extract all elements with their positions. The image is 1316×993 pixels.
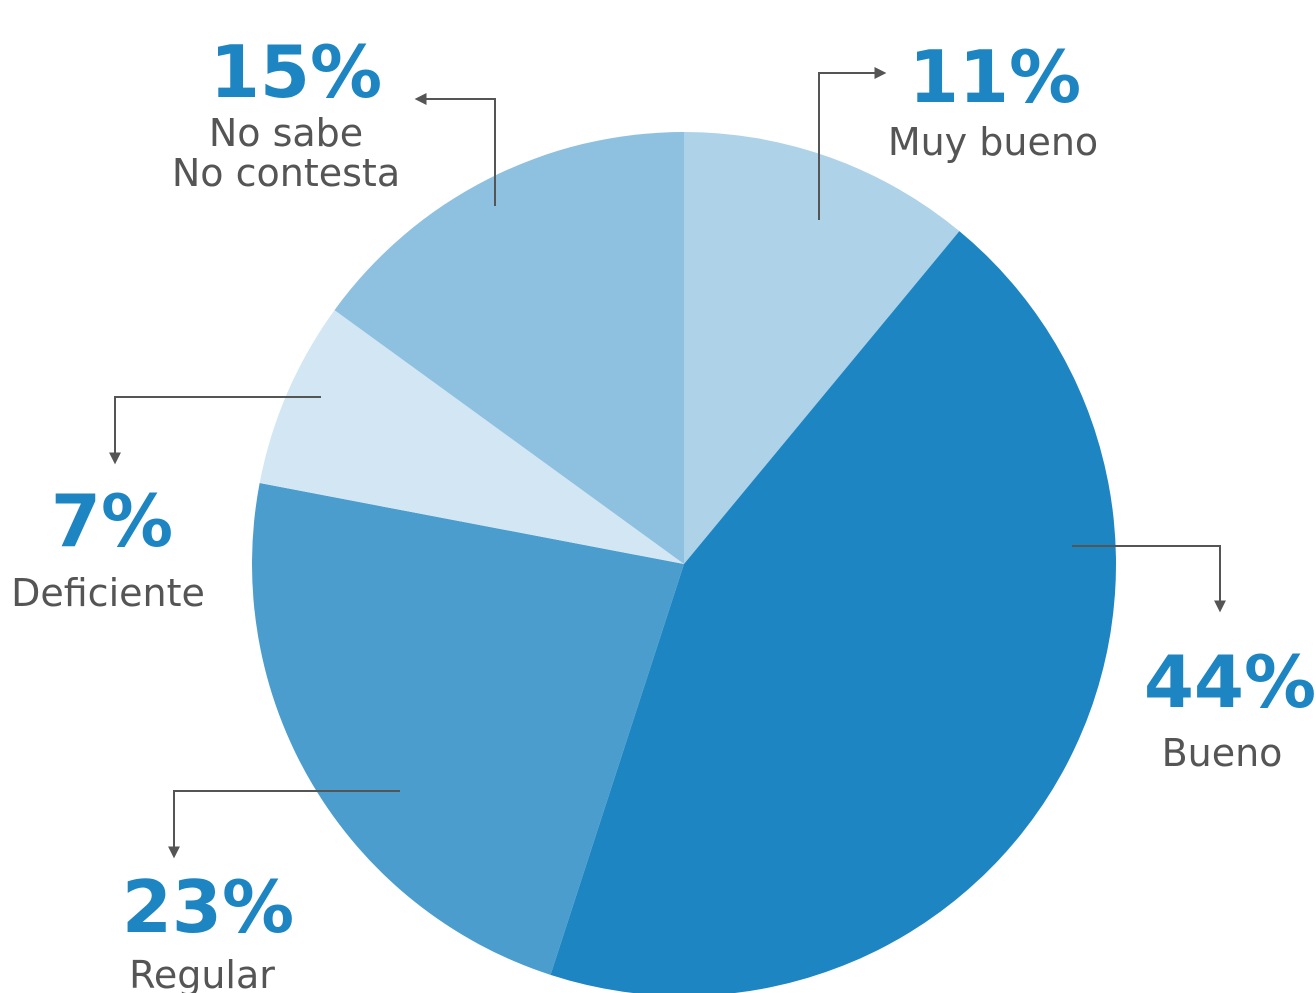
leader-line-4 [414,93,496,206]
value-label-1: 44% [1144,640,1316,724]
pie-slice-3 [259,310,684,564]
value-label-2: 23% [122,865,294,949]
leader-line-2 [168,790,400,859]
category-label-3: Deficiente [11,571,205,615]
pie-slices [251,132,1117,993]
leader-line-3 [109,396,321,465]
value-label-3: 7% [51,479,173,563]
pie-slice-2 [251,483,684,975]
pie-slice-1 [550,231,1117,993]
pie-slice-4 [334,132,684,564]
value-label-4: 15% [210,30,382,114]
leader-line-0 [818,67,887,220]
category-label-1: Bueno [1162,731,1283,775]
category-label-2: Regular [129,953,275,993]
pie-slice-0 [684,132,960,564]
category-label-4-line-0: No sabe [209,111,363,155]
value-label-0: 11% [909,35,1081,119]
leader-line-1 [1072,545,1226,613]
category-label-4-line-1: No contesta [172,151,400,195]
leader-lines [109,67,1226,859]
category-label-0: Muy bueno [888,120,1098,164]
slice-labels: 11%Muy bueno 44% Bueno 23%Regular 7% Deficien… [11,30,1316,993]
